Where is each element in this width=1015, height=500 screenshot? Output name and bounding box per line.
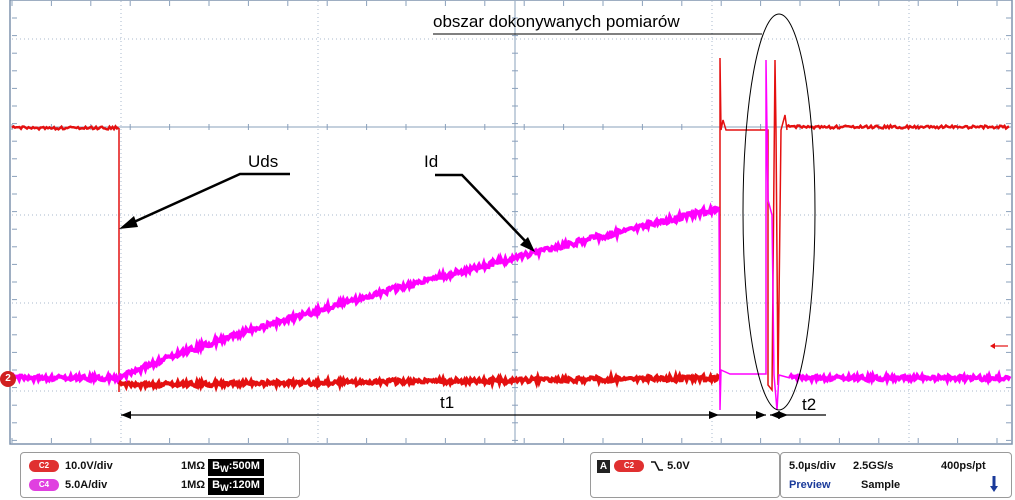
timebase-panel: 5.0µs/div 2.5GS/s 400ps/pt Preview Sampl…: [780, 452, 1012, 498]
channel-c4-coupling: 1MΩ: [181, 479, 206, 491]
t2-arrow-right: [778, 411, 788, 419]
graticule-frame: [9, 0, 1013, 445]
id-trace-ramp: [117, 202, 720, 383]
t1-arrow-left: [121, 411, 131, 419]
acquisition-mode: Sample: [861, 479, 901, 491]
timebase-scale[interactable]: 5.0µs/div: [789, 460, 836, 472]
uds-pointer-line: [124, 172, 290, 228]
t1-arrow-mid: [709, 411, 719, 419]
channel-c2-bandwidth: BW:500M: [208, 459, 264, 477]
measurement-region-label: obszar dokonywanych pomiarów: [433, 12, 680, 31]
uds-reference-arrowhead: [990, 343, 995, 349]
annotation-marks: [119, 13, 826, 419]
t2-arrow-left: [770, 411, 780, 419]
trigger-row[interactable]: A C2 5.0V: [597, 458, 690, 474]
channel-c4-row[interactable]: C4 5.0A/div: [29, 477, 107, 493]
id-pointer-line: [435, 173, 531, 247]
channel-c2-input: 1MΩ BW:500M: [181, 458, 264, 477]
channel-ground-marker[interactable]: 2: [0, 371, 16, 387]
record-resolution: 400ps/pt: [941, 460, 986, 472]
id-pointer-arrowhead: [520, 237, 535, 252]
channel-c2-badge[interactable]: C2: [29, 460, 59, 473]
trigger-panel: A C2 5.0V: [590, 452, 780, 498]
t2-label: t2: [802, 395, 817, 414]
channel-c4-bandwidth: BW:120M: [208, 478, 264, 496]
preview-status: Preview: [789, 479, 831, 491]
channel-c2-row[interactable]: C2 10.0V/div: [29, 458, 113, 474]
trigger-position-arrow-icon[interactable]: [989, 475, 999, 493]
id-trace-switching: [718, 59, 791, 411]
measurement-region-ellipse: [742, 13, 816, 411]
trigger-source-badge[interactable]: C2: [614, 460, 644, 473]
uds-pointer-arrowhead: [119, 216, 138, 229]
channel-c4-input: 1MΩ BW:120M: [181, 477, 264, 496]
uds-trace-low: [117, 368, 721, 393]
uds-label: Uds: [248, 152, 279, 171]
trigger-mode: A: [597, 459, 610, 473]
channel-c4-scale: 5.0A/div: [65, 479, 108, 491]
id-trace-baseline: [10, 369, 121, 387]
uds-trace-high: [11, 124, 120, 132]
uds-trace-switching: [719, 57, 788, 393]
sample-rate: 2.5GS/s: [853, 460, 894, 472]
channel-settings-panel: C2 10.0V/div 1MΩ BW:500M C4 5.0A/div 1MΩ BW:…: [20, 452, 300, 498]
t1-label: t1: [440, 393, 455, 412]
trigger-level: 5.0V: [667, 460, 690, 472]
channel-c4-badge[interactable]: C4: [29, 479, 59, 492]
falling-edge-icon: [651, 461, 663, 471]
t1-arrow-right: [756, 411, 766, 419]
channel-c2-coupling: 1MΩ: [181, 460, 206, 472]
waveform-traces: [10, 57, 1012, 411]
channel-c2-scale: 10.0V/div: [65, 460, 113, 472]
id-trace-baseline-2: [788, 369, 1012, 387]
id-label: Id: [424, 152, 439, 171]
uds-trace-high-2: [786, 123, 1010, 131]
oscilloscope-display: [9, 0, 1013, 445]
